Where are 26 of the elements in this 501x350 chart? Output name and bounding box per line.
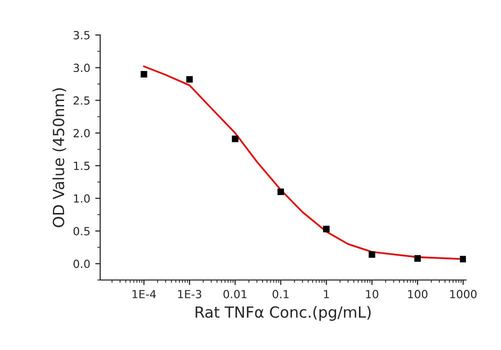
y-tick-label: 3.0 (74, 64, 90, 72)
x-tick-label: 1E-3 (178, 290, 202, 298)
y-tick-label: 1.5 (74, 162, 90, 170)
y-tick-label: 0.0 (74, 260, 90, 268)
y-axis-title: OD Value (450nm) (52, 88, 66, 228)
point (140, 70, 148, 78)
point (414, 255, 421, 262)
y-tick-label: 2.0 (74, 128, 90, 138)
point (323, 226, 330, 232)
y-tick-label: 0.5 (74, 226, 90, 236)
point (277, 188, 284, 196)
y-tick-label: 2.5 (74, 96, 90, 105)
x-tick-label: 1 (324, 290, 329, 298)
x-tick-label: 100 (408, 290, 428, 298)
x-tick-label: 1E-4 (132, 290, 156, 298)
x-axis-title: Rat TNFα Conc.(pg/mL) (196, 306, 371, 321)
x-tick-label: 0.01 (223, 290, 246, 298)
point (460, 256, 466, 262)
x-tick-label: 0.1 (272, 290, 289, 298)
point (186, 76, 193, 83)
y-tick-label: 3.5 (74, 30, 90, 40)
x-tick-label: 1000 (450, 290, 477, 298)
point (232, 136, 238, 142)
point (368, 251, 376, 258)
y-tick-label: 1.0 (74, 194, 90, 203)
x-tick-label: 10 (366, 290, 378, 298)
